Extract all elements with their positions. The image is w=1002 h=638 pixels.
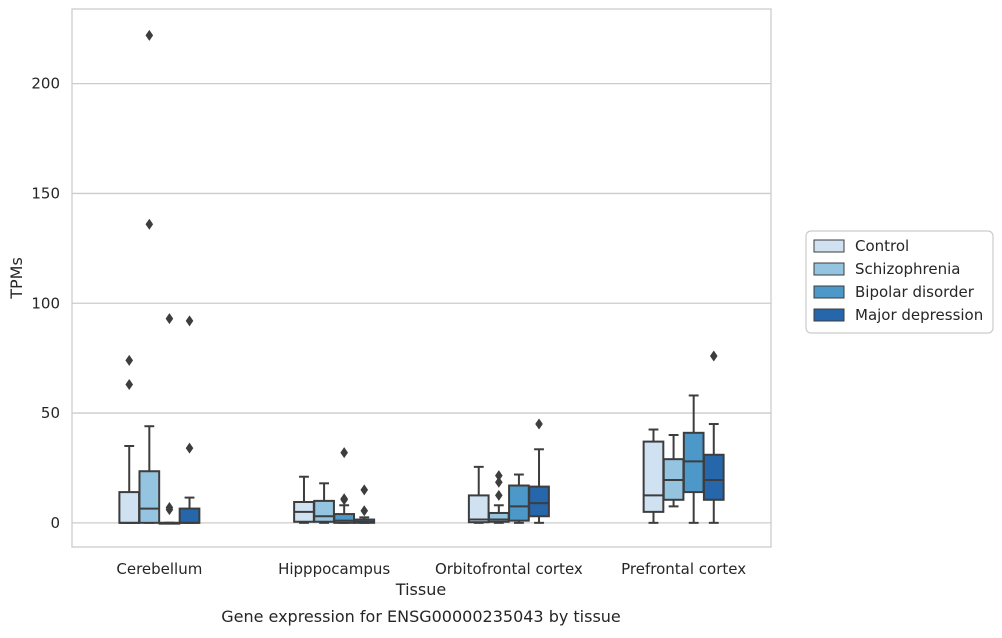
legend-swatch-major-depression (813, 308, 845, 322)
legend-swatch-control (813, 239, 845, 253)
x-axis-title: Tissue (395, 580, 446, 599)
box-body (528, 485, 550, 518)
outlier-point-1 (360, 484, 369, 496)
outlier-point-0 (125, 379, 134, 391)
box-body (467, 494, 490, 524)
box-hipppocampus-schizophrenia (313, 482, 335, 524)
box-orbitofrontal-cortex-control (467, 465, 490, 524)
legend-label-bipolar-disorder: Bipolar disorder (855, 283, 975, 301)
y-tick-label-200: 200 (31, 75, 60, 93)
outlier-point-1 (165, 501, 174, 513)
box-body (642, 440, 665, 513)
outlier-point-2 (340, 447, 348, 459)
box-orbitofrontal-cortex-major-depression (528, 418, 550, 524)
legend-frame (805, 230, 994, 334)
legend-label-control: Control (855, 237, 909, 255)
box-body (702, 453, 725, 501)
box-body (508, 484, 530, 522)
outlier-point-0 (185, 442, 194, 454)
box-body (313, 499, 335, 523)
outlier-point-1 (340, 493, 348, 505)
x-tick-label-cerebellum: Cerebellum (116, 560, 202, 578)
y-tick-label-100: 100 (31, 294, 60, 312)
outlier-point-0 (709, 350, 718, 362)
box-cerebellum-bipolar-disorder (158, 313, 181, 525)
box-prefrontal-cortex-bipolar-disorder (682, 394, 705, 524)
box-hipppocampus-control (293, 475, 315, 524)
outlier-point-0 (145, 218, 154, 230)
outlier-point-0 (535, 418, 543, 430)
outlier-point-2 (165, 313, 174, 325)
outlier-point-1 (125, 354, 134, 366)
box-body (178, 507, 201, 524)
box-cerebellum-schizophrenia (138, 29, 161, 524)
axis-layer: 0 50 100 150 200 Cerebellum Hipppocampus Orbito… (31, 75, 746, 578)
chart-caption: Gene expression for ENSG00000235043 by t… (221, 607, 621, 626)
legend: Control Schizophrenia Bipolar disorder Majo… (805, 230, 994, 334)
box-body (138, 470, 161, 524)
legend-label-schizophrenia: Schizophrenia (855, 260, 960, 278)
box-body (682, 431, 705, 494)
y-axis-title: TPMs (7, 257, 26, 300)
x-tick-label-orbitofrontal-cortex: Orbitofrontal cortex (435, 560, 583, 578)
box-orbitofrontal-cortex-schizophrenia (487, 470, 510, 524)
box-layer (118, 29, 725, 525)
x-tick-label-prefrontal-cortex: Prefrontal cortex (621, 560, 746, 578)
outlier-point-1 (145, 29, 154, 41)
box-hipppocampus-major-depression (353, 484, 376, 524)
box-body (118, 491, 141, 524)
y-tick-label-50: 50 (41, 404, 60, 422)
box-hipppocampus-bipolar-disorder (333, 447, 356, 524)
legend-swatch-bipolar-disorder (813, 285, 845, 299)
plot-frame (71, 8, 772, 548)
outlier-point-0 (360, 505, 369, 517)
box-orbitofrontal-cortex-bipolar-disorder (508, 473, 530, 524)
grid-layer (72, 83, 771, 524)
box-prefrontal-cortex-major-depression (702, 350, 725, 524)
x-tick-label-hipppocampus: Hipppocampus (278, 560, 390, 578)
y-tick-label-150: 150 (31, 184, 60, 202)
box-cerebellum-major-depression (178, 315, 201, 524)
box-prefrontal-cortex-control (642, 428, 665, 524)
y-tick-label-0: 0 (50, 514, 60, 532)
outlier-point-0 (495, 489, 503, 501)
box-prefrontal-cortex-schizophrenia (662, 434, 685, 508)
outlier-point-1 (185, 315, 194, 327)
legend-label-major-depression: Major depression (855, 306, 983, 324)
box-cerebellum-control (118, 354, 141, 524)
legend-swatch-schizophrenia (813, 262, 845, 276)
outlier-point-2 (495, 470, 503, 482)
box-body (333, 513, 356, 524)
outlier-point-1 (495, 476, 503, 488)
